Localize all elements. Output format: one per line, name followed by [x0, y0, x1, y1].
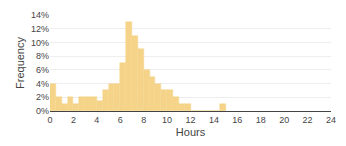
- svg-text:14%: 14%: [31, 10, 49, 20]
- svg-text:20: 20: [279, 115, 289, 125]
- svg-text:10%: 10%: [31, 38, 49, 48]
- svg-text:8%: 8%: [36, 51, 49, 61]
- svg-text:22: 22: [303, 115, 313, 125]
- svg-text:2%: 2%: [36, 92, 49, 102]
- svg-text:16: 16: [232, 115, 242, 125]
- svg-text:8: 8: [141, 115, 146, 125]
- svg-text:24: 24: [326, 115, 336, 125]
- svg-text:12%: 12%: [31, 24, 49, 34]
- svg-text:14: 14: [209, 115, 219, 125]
- svg-text:10: 10: [162, 115, 172, 125]
- svg-text:12: 12: [185, 115, 195, 125]
- svg-text:4: 4: [94, 115, 99, 125]
- svg-text:0%: 0%: [36, 106, 49, 116]
- svg-text:0: 0: [47, 115, 52, 125]
- svg-text:6%: 6%: [36, 65, 49, 75]
- svg-text:6: 6: [118, 115, 123, 125]
- svg-text:Frequency: Frequency: [14, 37, 26, 89]
- svg-text:18: 18: [256, 115, 266, 125]
- svg-text:4%: 4%: [36, 79, 49, 89]
- svg-text:Hours: Hours: [176, 126, 206, 138]
- svg-text:2: 2: [71, 115, 76, 125]
